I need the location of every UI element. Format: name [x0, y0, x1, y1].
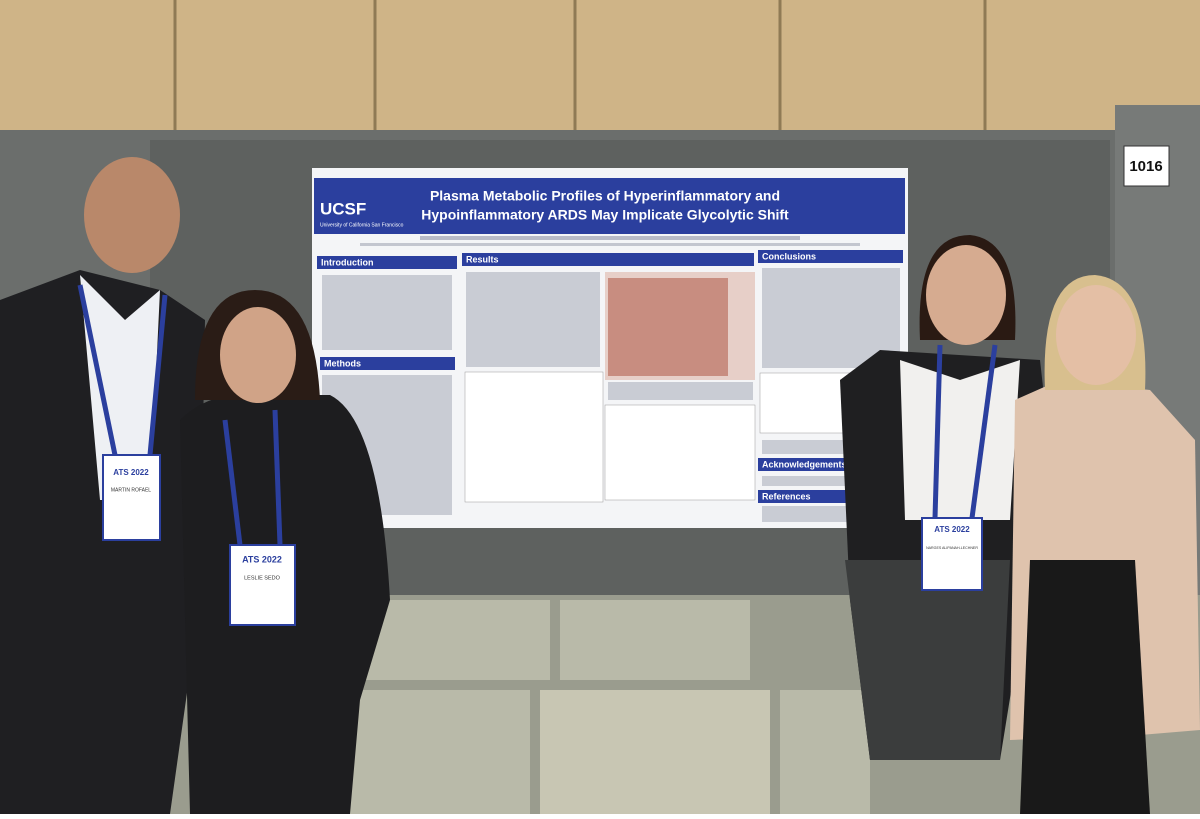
section-header	[462, 253, 754, 266]
blouse	[900, 360, 1020, 520]
badge-event: ATS 2022	[113, 468, 149, 477]
face	[220, 307, 296, 403]
volcano-figure	[604, 404, 756, 501]
poster-title: Plasma Metabolic Profiles of Hyperinflam…	[430, 188, 780, 204]
section-title: Conclusions	[762, 251, 816, 261]
section-header	[758, 250, 903, 263]
badge	[102, 454, 161, 541]
badge-name: NARGES ALIPANAH-LECHNER	[926, 546, 978, 550]
trousers	[1020, 560, 1150, 814]
badge-name: LESLIE SEDO	[244, 575, 280, 581]
badge-event: ATS 2022	[934, 525, 970, 534]
section-title: Acknowledgements	[762, 459, 847, 469]
badge	[229, 544, 296, 626]
shirt	[80, 275, 160, 500]
poster-banner	[314, 178, 905, 234]
section-header	[317, 256, 457, 269]
lanyards	[77, 284, 998, 546]
section-title: Methods	[324, 358, 361, 368]
wall	[0, 0, 1200, 140]
poster-institution: University of California San Francisco	[320, 222, 404, 228]
heatmap-cells	[608, 278, 728, 376]
face	[926, 245, 1006, 345]
badge-event: ATS 2022	[242, 554, 282, 564]
section-title: Results	[466, 254, 499, 264]
results-table	[464, 371, 604, 503]
booth-sign	[1123, 145, 1170, 187]
poster-logo: UCSF	[320, 199, 366, 218]
booth-number: 1016	[1129, 158, 1162, 175]
badge	[921, 517, 983, 591]
carpet-pattern	[340, 600, 870, 814]
section-title: References	[762, 491, 811, 501]
face	[1056, 285, 1136, 385]
section-title: Introduction	[321, 257, 374, 267]
skirt	[845, 560, 1010, 760]
wall-seams	[173, 0, 987, 135]
body-text	[322, 268, 900, 522]
authors-line	[420, 236, 800, 240]
badge-name: MARTIN ROFAEL	[111, 487, 151, 493]
section-header	[320, 357, 455, 370]
affiliations-line	[360, 243, 860, 246]
poster-title: Hypoinflammatory ARDS May Implicate Glyc…	[421, 207, 789, 223]
face	[84, 157, 180, 273]
